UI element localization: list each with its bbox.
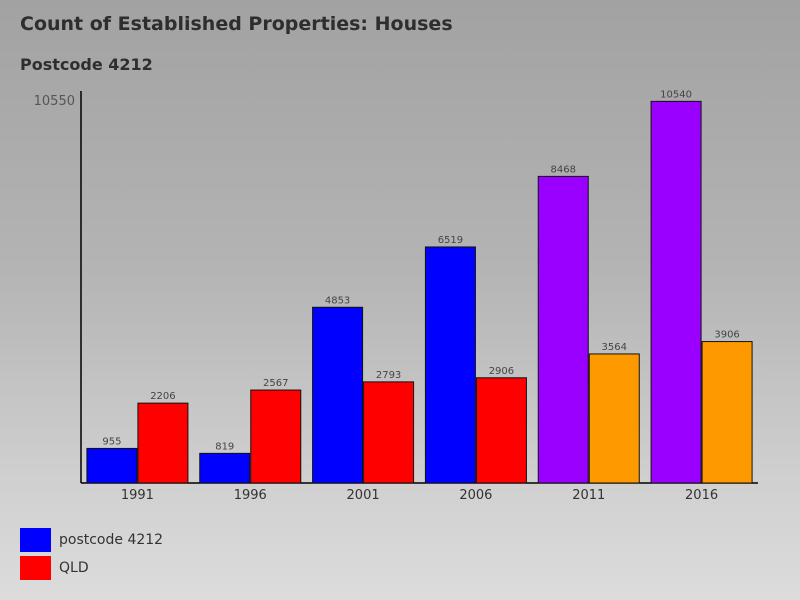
data-label-qld-2001: 2793 (376, 370, 401, 381)
data-label-qld-2011: 3564 (602, 342, 627, 353)
data-label-postcode-1996: 819 (215, 441, 234, 452)
chart-title: Count of Established Properties: Houses (20, 13, 453, 35)
bar-qld-1996 (250, 389, 302, 484)
legend-item-postcode: postcode 4212 (20, 526, 163, 554)
bar-postcode-2016 (650, 100, 702, 484)
legend-swatch-qld (20, 556, 51, 580)
data-label-postcode-1991: 955 (102, 436, 121, 447)
bar-qld-2016 (701, 341, 753, 484)
x-tick-label-2001: 2001 (347, 488, 380, 503)
legend-swatch-postcode (20, 528, 51, 552)
bar-qld-2001 (363, 381, 415, 484)
data-label-qld-2006: 2906 (489, 366, 514, 377)
data-label-postcode-2001: 4853 (325, 295, 350, 306)
x-tick-label-2011: 2011 (572, 488, 605, 503)
bar-postcode-2001 (312, 306, 364, 484)
x-tick-label-2016: 2016 (685, 488, 718, 503)
data-label-postcode-2016: 10540 (660, 89, 692, 100)
bar-postcode-2011 (537, 175, 589, 484)
data-label-postcode-2006: 6519 (438, 235, 463, 246)
legend-label-qld: QLD (59, 560, 89, 576)
x-tick-label-1996: 1996 (234, 488, 267, 503)
x-tick-label-2006: 2006 (459, 488, 492, 503)
data-label-qld-1996: 2567 (263, 378, 288, 389)
bar-postcode-2006 (424, 246, 476, 484)
legend-item-qld: QLD (20, 554, 163, 582)
bar-qld-2006 (475, 377, 527, 484)
y-axis-max-label: 10550 (34, 94, 75, 109)
legend: postcode 4212 QLD (20, 526, 163, 582)
x-tick-label-1991: 1991 (121, 488, 154, 503)
data-label-qld-2016: 3906 (714, 330, 739, 341)
bar-postcode-1991 (86, 447, 138, 484)
bar-qld-2011 (588, 353, 640, 484)
bar-qld-1991 (137, 402, 189, 484)
bar-postcode-1996 (199, 452, 251, 484)
chart-subtitle: Postcode 4212 (20, 55, 153, 74)
data-label-qld-1991: 2206 (150, 391, 175, 402)
legend-label-postcode: postcode 4212 (59, 532, 164, 548)
data-label-postcode-2011: 8468 (551, 164, 576, 175)
